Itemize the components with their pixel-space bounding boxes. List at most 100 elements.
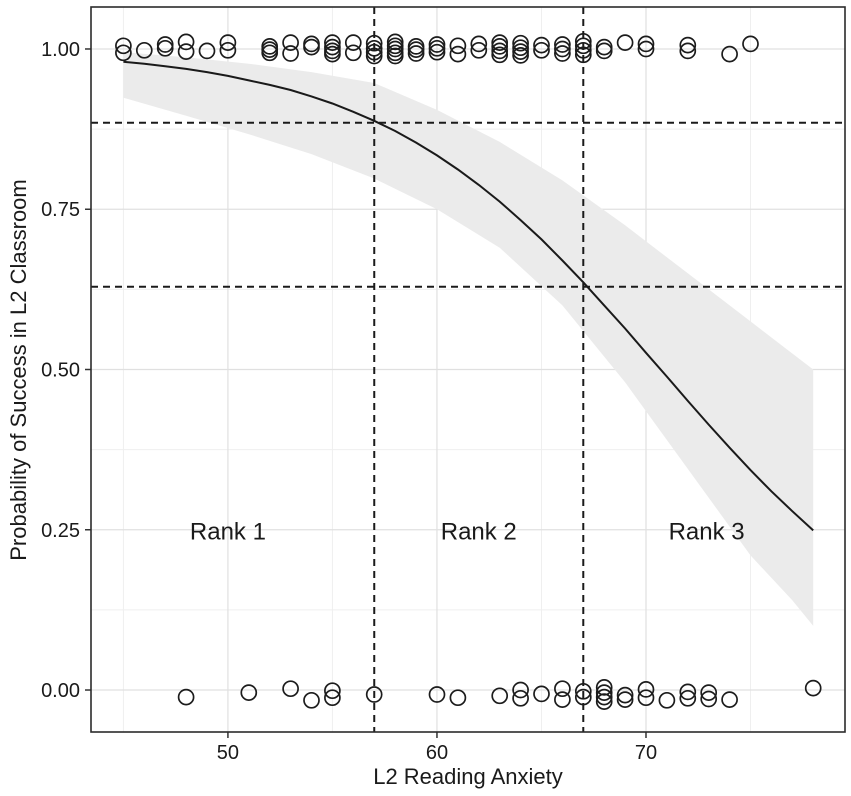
observed-success-point	[574, 37, 592, 55]
observed-success-point	[303, 38, 320, 56]
observed-success-point	[344, 34, 362, 51]
observed-success-point	[344, 44, 362, 62]
observed-failure-point	[658, 691, 676, 709]
observed-success-point	[115, 37, 132, 55]
observed-success-point	[637, 35, 655, 53]
observed-failure-point	[595, 693, 613, 710]
confidence-ribbon	[123, 52, 814, 626]
observed-success-point	[574, 32, 592, 50]
observed-failure-point	[491, 687, 509, 705]
rank-annotation: Rank 1	[190, 519, 266, 546]
rank-annotations: Rank 1 Rank 2 Rank 3	[190, 519, 745, 546]
y-tick-label: 0.75	[41, 199, 80, 221]
observed-success-point	[365, 47, 383, 65]
observed-success-point	[470, 35, 488, 53]
y-tick-label: 1.00	[41, 39, 80, 61]
observed-failure-point	[595, 684, 613, 701]
observed-success-point	[616, 34, 634, 51]
observed-success-point	[449, 45, 467, 63]
observed-failure-point	[804, 679, 822, 697]
observed-failure-point	[637, 681, 655, 698]
observed-success-point	[512, 43, 529, 60]
observed-success-point	[491, 42, 509, 60]
observed-failure-point	[637, 689, 655, 707]
y-tick-label: 0.00	[41, 680, 80, 702]
observed-success-point	[554, 36, 571, 53]
observed-success-point	[491, 46, 509, 64]
observed-success-point	[198, 42, 216, 60]
observed-success-point	[365, 43, 383, 61]
observed-success-point	[637, 40, 655, 58]
observed-success-point	[554, 45, 571, 62]
observed-success-point	[533, 36, 550, 54]
observed-failure-point	[324, 682, 341, 700]
observed-success-point	[428, 36, 446, 53]
threshold-reference-lines	[91, 7, 845, 732]
observed-success-point	[574, 41, 592, 59]
observed-failure-point	[595, 688, 613, 706]
observed-success-point	[742, 35, 759, 53]
axis-ticks	[85, 48, 647, 738]
observed-failure-point	[700, 684, 718, 701]
observed-success-point	[177, 43, 195, 60]
observed-success-point	[449, 37, 467, 55]
observed-success-point	[679, 36, 697, 54]
observed-success-point	[177, 33, 195, 51]
observed-success-point	[595, 38, 613, 56]
observed-success-point	[491, 38, 509, 55]
observed-success-point	[282, 34, 299, 51]
observed-success-point	[219, 34, 237, 51]
observed-success-point	[261, 41, 279, 58]
observed-failure-point	[554, 691, 571, 708]
observed-failure-point	[616, 691, 634, 708]
observed-failure-point	[365, 686, 383, 703]
observed-failure-point	[679, 689, 697, 707]
observed-failure-point	[428, 686, 446, 703]
observed-failure-point	[721, 691, 738, 708]
observed-success-point	[324, 34, 341, 51]
observed-success-point	[554, 40, 571, 58]
observed-failure-point	[679, 683, 697, 701]
observed-success-point	[679, 42, 697, 60]
y-axis-title: Probability of Success in L2 Classroom	[6, 179, 31, 561]
observed-failure-point	[303, 691, 320, 709]
x-tick-label: 60	[426, 742, 448, 764]
data-points	[115, 32, 822, 710]
panel-border	[90, 6, 846, 733]
observed-success-point	[386, 40, 404, 58]
observed-success-point	[365, 39, 383, 57]
fitted-probability-curve	[123, 60, 814, 532]
observed-success-point	[574, 46, 592, 64]
observed-success-point	[721, 45, 738, 63]
observed-success-point	[115, 44, 132, 62]
observed-failure-point	[324, 689, 341, 707]
observed-success-point	[595, 42, 613, 60]
observed-success-point	[491, 34, 509, 51]
observed-success-point	[261, 44, 279, 62]
observed-success-point	[219, 41, 237, 59]
observed-success-point	[135, 41, 153, 59]
observed-failure-point	[616, 686, 634, 704]
observed-failure-point	[177, 688, 195, 706]
observed-success-point	[156, 36, 174, 53]
observed-success-point	[470, 41, 488, 59]
x-axis-title: L2 Reading Anxiety	[373, 764, 563, 789]
observed-success-point	[386, 33, 404, 51]
observed-failure-point	[574, 682, 592, 700]
observed-success-point	[282, 45, 299, 62]
observed-success-point	[324, 45, 341, 63]
rank-annotation: Rank 2	[441, 519, 517, 546]
observed-success-point	[512, 47, 529, 64]
confidence-band-area	[123, 52, 814, 626]
observed-success-point	[512, 39, 529, 57]
x-tick-label: 50	[217, 742, 239, 764]
observed-success-point	[407, 45, 425, 62]
y-tick-label: 0.50	[41, 360, 80, 382]
observed-success-point	[324, 38, 341, 56]
axis-tick-labels: 50 60 70 0.00 0.25 0.50 0.75 1.00	[41, 39, 657, 764]
observed-failure-point	[240, 684, 258, 701]
observed-success-point	[365, 34, 383, 52]
x-tick-label: 70	[635, 742, 657, 764]
